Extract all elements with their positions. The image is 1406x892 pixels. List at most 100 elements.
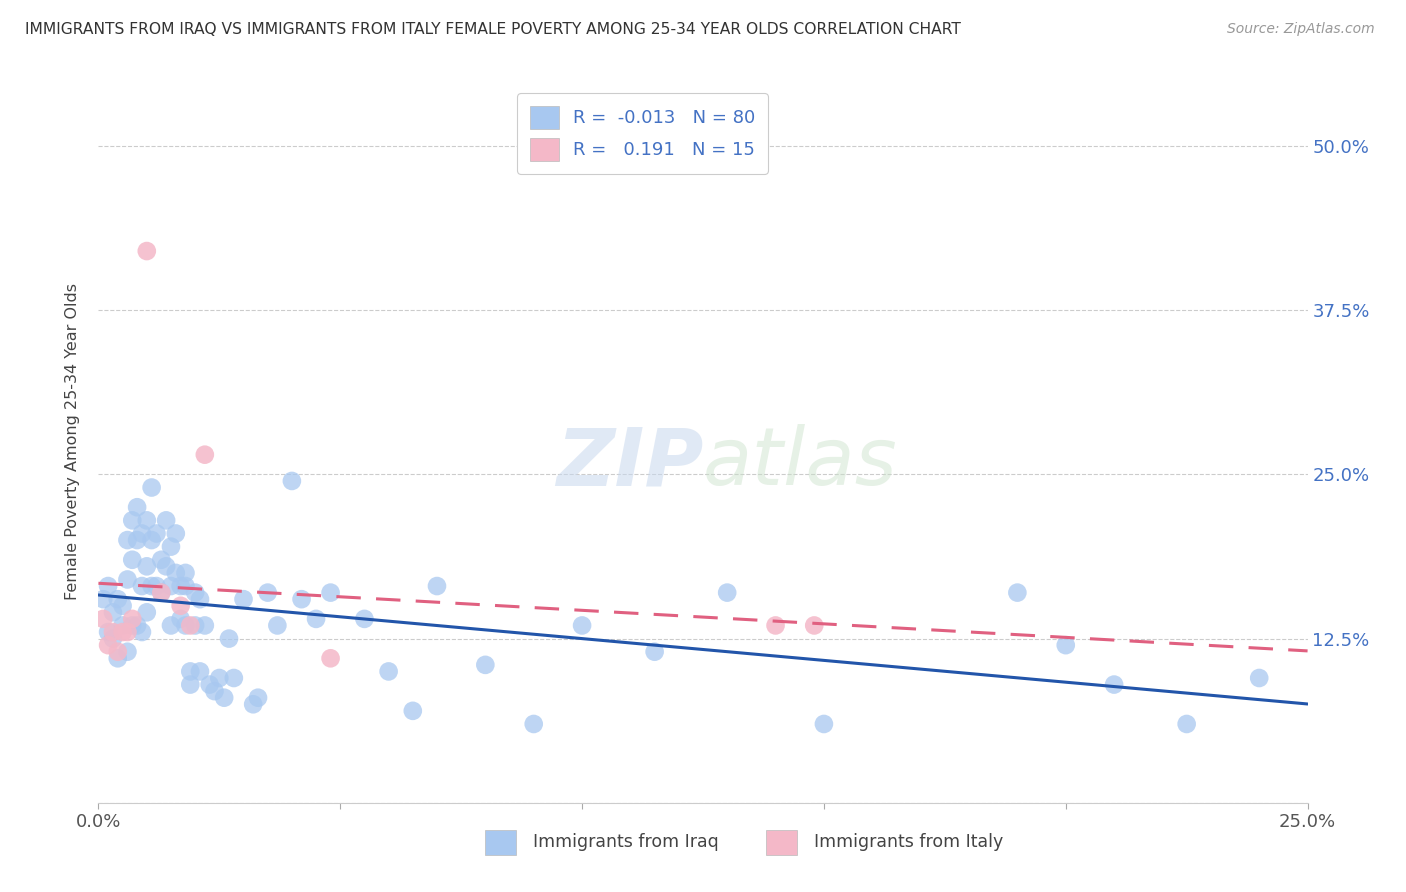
- Point: [97, 579, 120, 593]
- Point: [127, 533, 149, 547]
- Text: ZIP: ZIP: [555, 425, 703, 502]
- Point: [127, 500, 149, 515]
- Point: [174, 579, 197, 593]
- Point: [179, 618, 201, 632]
- Point: [256, 585, 278, 599]
- Point: [131, 579, 153, 593]
- Point: [135, 244, 157, 258]
- Point: [198, 677, 221, 691]
- Point: [97, 625, 120, 640]
- Point: [111, 625, 134, 640]
- Point: [165, 566, 187, 580]
- Point: [319, 585, 342, 599]
- Point: [353, 612, 375, 626]
- Point: [111, 599, 134, 613]
- Point: [150, 585, 173, 599]
- Point: [765, 618, 787, 632]
- Point: [117, 533, 139, 547]
- Point: [131, 625, 153, 640]
- Point: [1175, 717, 1198, 731]
- Point: [290, 592, 312, 607]
- Point: [247, 690, 270, 705]
- Point: [174, 566, 197, 580]
- Point: [188, 592, 211, 607]
- Text: Immigrants from Iraq: Immigrants from Iraq: [533, 833, 718, 851]
- Point: [208, 671, 231, 685]
- Point: [101, 605, 124, 619]
- Text: atlas: atlas: [703, 425, 898, 502]
- Point: [117, 645, 139, 659]
- Point: [174, 618, 197, 632]
- Point: [426, 579, 449, 593]
- Point: [107, 592, 129, 607]
- Point: [160, 579, 183, 593]
- Point: [218, 632, 240, 646]
- Point: [150, 585, 173, 599]
- Point: [1054, 638, 1077, 652]
- Point: [107, 645, 129, 659]
- Point: [281, 474, 304, 488]
- Point: [474, 657, 496, 672]
- Point: [1249, 671, 1271, 685]
- Text: Source: ZipAtlas.com: Source: ZipAtlas.com: [1227, 22, 1375, 37]
- Point: [97, 638, 120, 652]
- Point: [169, 599, 191, 613]
- Point: [145, 579, 167, 593]
- Point: [184, 585, 207, 599]
- Point: [644, 645, 666, 659]
- Point: [160, 540, 183, 554]
- Point: [135, 513, 157, 527]
- Point: [150, 553, 173, 567]
- Point: [1102, 677, 1125, 691]
- Point: [266, 618, 288, 632]
- Y-axis label: Female Poverty Among 25-34 Year Olds: Female Poverty Among 25-34 Year Olds: [65, 283, 80, 600]
- Point: [121, 612, 143, 626]
- Point: [1007, 585, 1029, 599]
- Point: [121, 553, 143, 567]
- Point: [319, 651, 342, 665]
- Point: [141, 533, 163, 547]
- Point: [117, 573, 139, 587]
- Point: [402, 704, 425, 718]
- Point: [101, 632, 124, 646]
- Point: [184, 618, 207, 632]
- Point: [111, 618, 134, 632]
- Point: [232, 592, 254, 607]
- Point: [121, 513, 143, 527]
- Point: [91, 592, 114, 607]
- Text: Immigrants from Italy: Immigrants from Italy: [814, 833, 1004, 851]
- Point: [803, 618, 825, 632]
- Point: [222, 671, 245, 685]
- Point: [571, 618, 593, 632]
- Point: [101, 625, 124, 640]
- Point: [160, 618, 183, 632]
- Point: [179, 677, 201, 691]
- Point: [305, 612, 328, 626]
- Point: [121, 618, 143, 632]
- Point: [141, 481, 163, 495]
- Point: [204, 684, 226, 698]
- Point: [145, 526, 167, 541]
- Legend: R =  -0.013   N = 80, R =   0.191   N = 15: R = -0.013 N = 80, R = 0.191 N = 15: [517, 93, 768, 174]
- Point: [135, 605, 157, 619]
- Point: [155, 559, 177, 574]
- Point: [117, 625, 139, 640]
- Point: [188, 665, 211, 679]
- Point: [716, 585, 738, 599]
- Point: [523, 717, 546, 731]
- Point: [242, 698, 264, 712]
- Point: [141, 579, 163, 593]
- Point: [165, 526, 187, 541]
- Point: [194, 448, 217, 462]
- Text: IMMIGRANTS FROM IRAQ VS IMMIGRANTS FROM ITALY FEMALE POVERTY AMONG 25-34 YEAR OL: IMMIGRANTS FROM IRAQ VS IMMIGRANTS FROM …: [25, 22, 962, 37]
- Point: [131, 526, 153, 541]
- Point: [212, 690, 235, 705]
- Point: [813, 717, 835, 731]
- Point: [179, 665, 201, 679]
- Point: [135, 559, 157, 574]
- Point: [91, 612, 114, 626]
- Point: [155, 513, 177, 527]
- Point: [377, 665, 399, 679]
- Point: [107, 651, 129, 665]
- Point: [169, 612, 191, 626]
